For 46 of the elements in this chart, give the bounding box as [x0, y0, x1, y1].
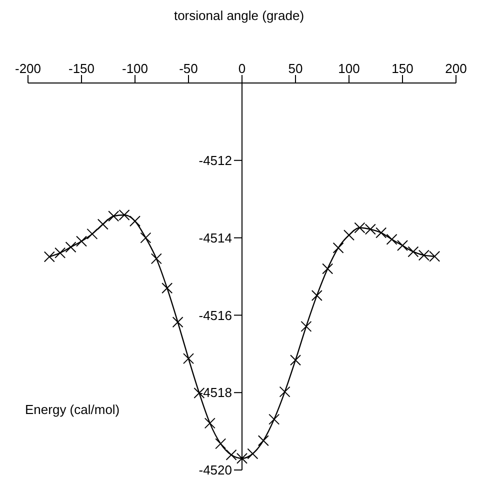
point: [172, 316, 184, 328]
point: [408, 246, 419, 258]
point: [300, 320, 312, 332]
point: [397, 240, 408, 252]
x-tick-label: 150: [392, 61, 414, 76]
point: [386, 234, 398, 245]
x-tick-label: -100: [122, 61, 148, 76]
x-tick-label: -150: [68, 61, 95, 76]
point: [150, 253, 162, 264]
x-tick-label: -200: [14, 61, 42, 76]
y-axis-title: Energy (cal/mol): [25, 402, 120, 417]
point: [183, 353, 194, 364]
point: [311, 290, 322, 301]
point: [204, 418, 216, 429]
x-tick-label: 0: [238, 61, 246, 76]
point: [247, 448, 258, 460]
point: [140, 232, 152, 244]
point: [65, 242, 76, 253]
point: [226, 449, 237, 460]
point: [332, 242, 344, 254]
point: [344, 230, 354, 241]
x-tick-label: -50: [179, 61, 198, 76]
y-tick-label: -4514: [198, 230, 232, 246]
y-tick-label: -4518: [198, 385, 232, 400]
point: [236, 452, 248, 464]
point: [279, 386, 290, 398]
point: [76, 236, 87, 247]
point: [54, 247, 66, 258]
point: [268, 414, 280, 425]
y-tick-label: -4516: [198, 308, 232, 323]
point: [130, 216, 140, 227]
x-tick-label: 100: [338, 61, 360, 76]
point: [86, 228, 98, 240]
point: [290, 354, 301, 366]
point: [215, 438, 226, 450]
y-tick-label: -4520: [198, 462, 232, 477]
point: [376, 227, 387, 238]
point: [97, 218, 108, 230]
x-tick-label: 50: [288, 61, 303, 76]
point: [322, 263, 334, 274]
x-axis-title: torsional angle (grade): [172, 8, 306, 23]
x-tick-label: 200: [445, 61, 467, 76]
y-tick-label: -4512: [198, 153, 232, 168]
point: [258, 435, 269, 446]
point: [44, 251, 55, 262]
point: [162, 282, 173, 294]
